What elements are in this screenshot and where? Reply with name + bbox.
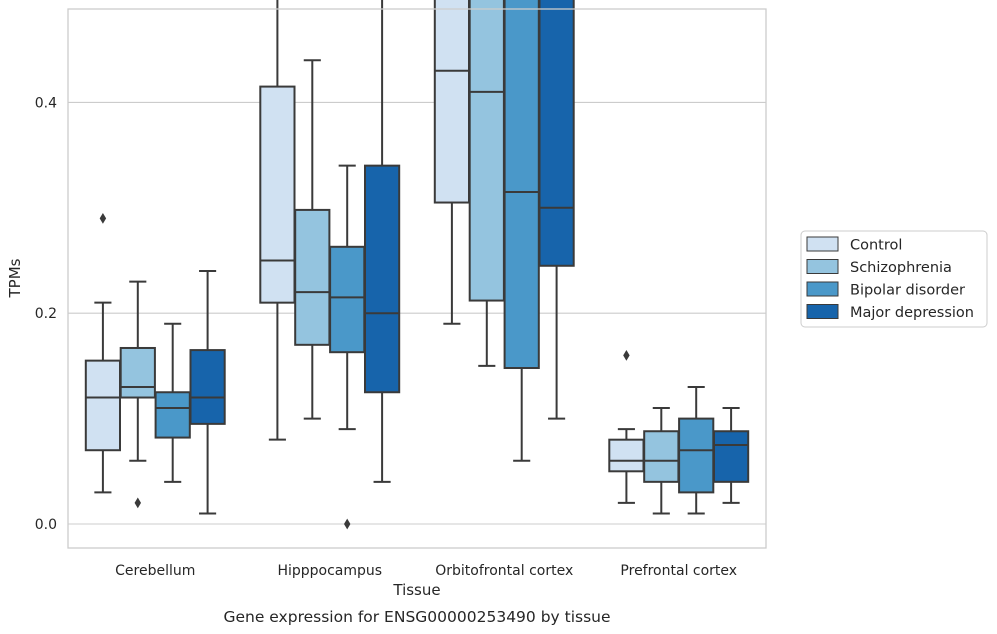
outlier-point [343, 518, 351, 530]
boxes [84, 0, 750, 530]
gridlines [68, 101, 766, 525]
box-bipolar-disorder [678, 385, 715, 515]
box-iqr [712, 430, 750, 483]
box-iqr [84, 359, 122, 452]
box-bipolar-disorder [329, 164, 366, 530]
x-tick-labels: Cerebellum Hipppocampus Orbitofrontal cort… [115, 563, 737, 579]
legend-frame [800, 230, 988, 328]
box-major-depression [538, 0, 575, 420]
box-iqr [608, 438, 645, 473]
box-iqr [468, 0, 505, 302]
box-bipolar-disorder [154, 322, 191, 483]
y-tick-labels: 0.00.20.40.60.8 [35, 95, 57, 533]
y-tick-label: 0.0 [35, 517, 57, 533]
box-iqr [119, 346, 156, 399]
x-axis-title: Tissue [392, 581, 440, 599]
x-tick-label: Orbitofrontal cortex [435, 563, 573, 579]
box-major-depression [189, 270, 226, 515]
legend-label: Major depression [850, 305, 974, 321]
box-iqr [189, 349, 226, 425]
box-schizophrenia [294, 59, 331, 420]
box-iqr [259, 85, 296, 304]
outlier-point [134, 497, 142, 509]
box-iqr [678, 417, 715, 494]
box-iqr [538, 0, 575, 267]
y-axis-title: TPMs [6, 258, 24, 298]
box-major-depression [712, 407, 750, 504]
legend-label: Control [850, 238, 902, 254]
box-schizophrenia [643, 407, 680, 515]
box-control [84, 212, 122, 494]
plot-frame [67, 8, 767, 549]
legend-swatch [806, 281, 839, 297]
box-iqr [363, 164, 401, 394]
legend-label: Schizophrenia [850, 260, 952, 276]
outlier-point [99, 212, 107, 224]
legend-swatch [806, 236, 839, 252]
box-iqr [643, 430, 680, 483]
outlier-point [623, 349, 630, 361]
y-tick-label: 0.2 [35, 306, 57, 322]
box-iqr [433, 0, 471, 204]
box-schizophrenia [468, 0, 505, 367]
legend: Control Schizophrenia Bipolar disorder Majo… [800, 230, 988, 328]
x-tick-label: Hipppocampus [277, 563, 382, 579]
box-schizophrenia [119, 280, 156, 509]
box-bipolar-disorder [503, 0, 540, 462]
box-control [433, 0, 471, 325]
legend-label: Bipolar disorder [850, 283, 965, 299]
box-control [259, 0, 296, 441]
x-tick-label: Cerebellum [115, 563, 195, 579]
x-tick-label: Prefrontal cortex [620, 563, 737, 579]
legend-swatch [806, 259, 839, 274]
box-iqr [154, 391, 191, 439]
box-major-depression [363, 0, 401, 483]
legend-swatch [806, 304, 839, 319]
box-iqr [503, 0, 540, 370]
chart-caption: Gene expression for ENSG00000253490 by t… [223, 608, 610, 626]
box-iqr [329, 245, 366, 354]
box-iqr [294, 208, 331, 346]
legend-items: Control Schizophrenia Bipolar disorder Majo… [806, 236, 974, 321]
y-tick-label: 0.4 [35, 95, 57, 111]
box-control [608, 349, 645, 504]
